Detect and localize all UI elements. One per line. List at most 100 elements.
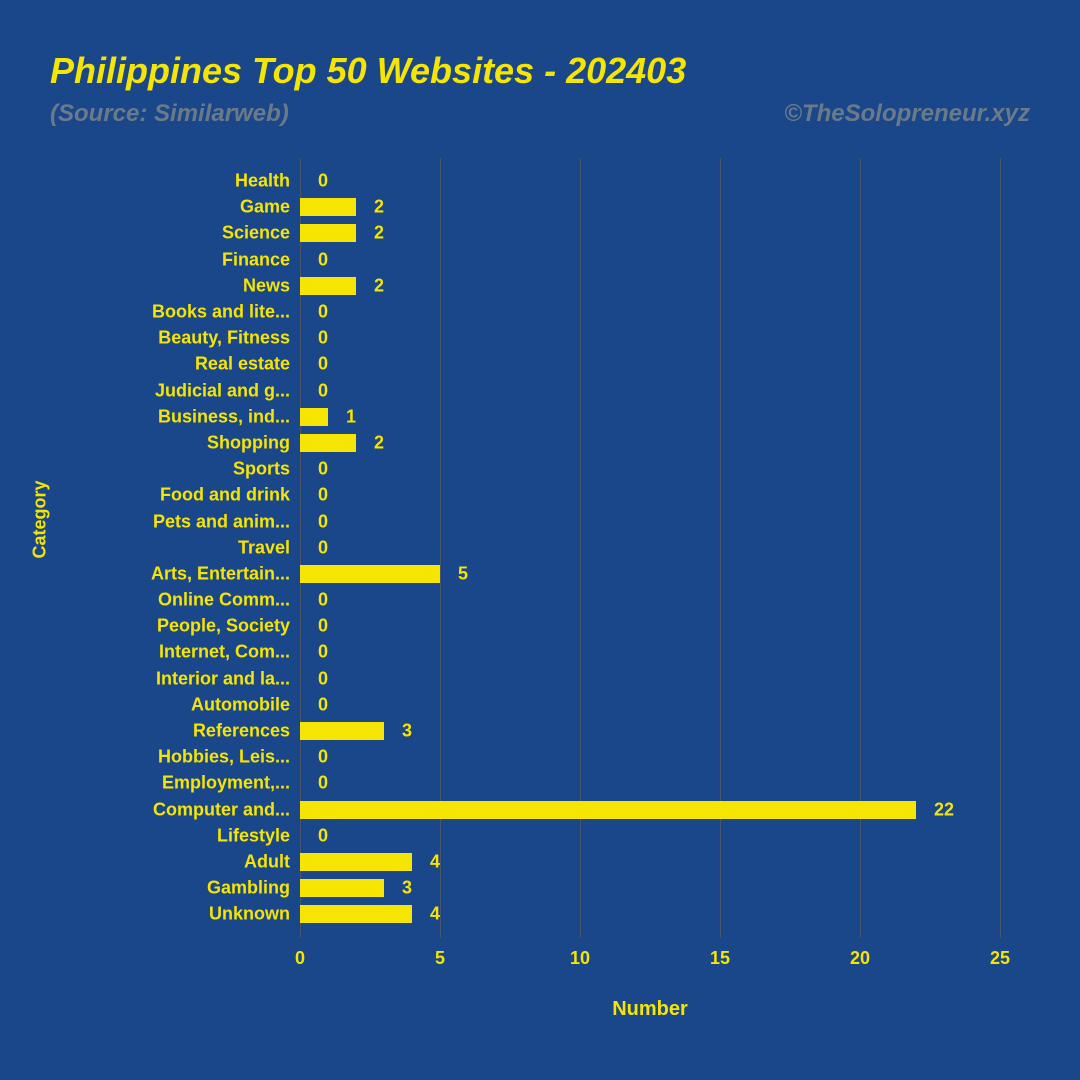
value-label: 1 [346,406,356,427]
value-label: 0 [318,380,328,401]
category-label: Arts, Entertain... [90,563,290,584]
bar [300,224,356,242]
category-label: Adult [90,851,290,872]
bar [300,565,440,583]
value-label: 0 [318,511,328,532]
bar [300,198,356,216]
category-label: Online Comm... [90,590,290,611]
bar-row: Gambling3 [300,875,1000,901]
x-tick-label: 25 [990,948,1010,969]
value-label: 2 [374,223,384,244]
category-label: Finance [90,249,290,270]
category-label: Interior and la... [90,668,290,689]
value-label: 22 [934,799,954,820]
value-label: 2 [374,275,384,296]
x-axis-title: Number [300,998,1000,1021]
bar-row: Beauty, Fitness0 [300,325,1000,351]
value-label: 4 [430,851,440,872]
chart-plot-area: Category Health0Game2Science2Finance0New… [50,158,1030,1038]
x-tick-label: 20 [850,948,870,969]
category-label: Health [90,171,290,192]
category-label: Computer and... [90,799,290,820]
source-label: (Source: Similarweb) [50,100,289,128]
bar-row: Online Comm...0 [300,587,1000,613]
bar-row: Health0 [300,168,1000,194]
category-label: Books and lite... [90,302,290,323]
bar-row: Automobile0 [300,692,1000,718]
bar [300,277,356,295]
value-label: 0 [318,249,328,270]
bar-row: Arts, Entertain...5 [300,561,1000,587]
value-label: 0 [318,328,328,349]
bar-row: Computer and...22 [300,797,1000,823]
bar-row: Interior and la...0 [300,666,1000,692]
category-label: Employment,... [90,773,290,794]
category-label: Science [90,223,290,244]
category-label: Hobbies, Leis... [90,747,290,768]
bar-row: Food and drink0 [300,482,1000,508]
bar-row: People, Society0 [300,613,1000,639]
category-label: Judicial and g... [90,380,290,401]
category-label: Pets and anim... [90,511,290,532]
value-label: 3 [402,721,412,742]
bar-row: Shopping2 [300,430,1000,456]
category-label: Real estate [90,354,290,375]
category-label: Food and drink [90,485,290,506]
bar [300,905,412,923]
bar-row: Adult4 [300,849,1000,875]
chart-title: Philippines Top 50 Websites - 202403 [50,50,1030,92]
bar-row: Judicial and g...0 [300,378,1000,404]
category-label: Travel [90,537,290,558]
value-label: 0 [318,485,328,506]
bar [300,879,384,897]
x-tick-label: 0 [295,948,305,969]
value-label: 5 [458,563,468,584]
bar-row: Travel0 [300,535,1000,561]
value-label: 0 [318,354,328,375]
category-label: References [90,721,290,742]
bar-row: References3 [300,718,1000,744]
value-label: 0 [318,302,328,323]
bar-row: Game2 [300,194,1000,220]
bar-row: Sports0 [300,456,1000,482]
category-label: Gambling [90,878,290,899]
value-label: 0 [318,459,328,480]
category-label: Beauty, Fitness [90,328,290,349]
category-label: News [90,275,290,296]
category-label: Automobile [90,694,290,715]
bar [300,434,356,452]
bar-row: Employment,...0 [300,770,1000,796]
bar-row: Real estate0 [300,351,1000,377]
value-label: 0 [318,171,328,192]
value-label: 0 [318,668,328,689]
category-label: Sports [90,459,290,480]
attribution-label: ©TheSolopreneur.xyz [784,100,1030,128]
value-label: 0 [318,642,328,663]
category-label: Business, ind... [90,406,290,427]
bar-row: Business, ind...1 [300,404,1000,430]
category-label: Lifestyle [90,825,290,846]
value-label: 0 [318,825,328,846]
bar [300,801,916,819]
value-label: 3 [402,878,412,899]
bar-row: Unknown4 [300,901,1000,927]
bar-row: Pets and anim...0 [300,508,1000,534]
bar-row: Science2 [300,220,1000,246]
bar-row: Finance0 [300,247,1000,273]
bar-row: Lifestyle0 [300,823,1000,849]
category-label: Internet, Com... [90,642,290,663]
bar [300,722,384,740]
x-tick-label: 10 [570,948,590,969]
x-tick-label: 15 [710,948,730,969]
value-label: 0 [318,537,328,558]
value-label: 0 [318,694,328,715]
value-label: 0 [318,616,328,637]
category-label: Unknown [90,904,290,925]
subheading: (Source: Similarweb) ©TheSolopreneur.xyz [50,100,1030,128]
bars-container: Health0Game2Science2Finance0News2Books a… [300,168,1000,927]
value-label: 0 [318,747,328,768]
bar-row: Books and lite...0 [300,299,1000,325]
value-label: 2 [374,432,384,453]
bar-row: Internet, Com...0 [300,639,1000,665]
x-tick-label: 5 [435,948,445,969]
